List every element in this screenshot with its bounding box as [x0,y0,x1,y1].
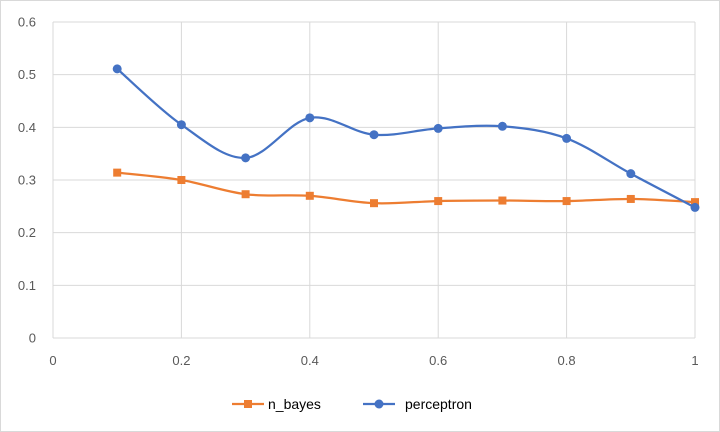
data-point-n-bayes [305,191,314,200]
legend-marker-n-bayes [244,400,252,408]
data-point-n-bayes [113,168,122,177]
data-point-perceptron [690,202,700,212]
data-point-perceptron [562,133,572,143]
x-tick-label: 1 [691,353,698,368]
series-line-perceptron [116,67,697,209]
y-tick-label: 0 [29,331,36,346]
x-tick-label: 0.8 [558,353,576,368]
data-point-n-bayes [691,198,699,207]
legend-item-perceptron: perceptron [363,396,472,412]
legend: n_bayes perceptron [232,396,472,412]
data-point-perceptron [433,123,443,133]
y-axis-tick-labels: 0 0.1 0.2 0.3 0.4 0.5 0.6 [18,15,36,346]
legend-marker-perceptron [374,399,384,409]
data-point-perceptron [626,169,636,179]
data-point-n-bayes [241,190,250,199]
x-tick-label: 0.4 [301,353,319,368]
data-point-n-bayes [177,176,186,184]
y-tick-label: 0.1 [18,278,36,293]
legend-label-n-bayes: n_bayes [268,396,321,412]
y-tick-label: 0.4 [18,120,36,135]
x-tick-label: 0 [49,353,56,368]
grid-lines [53,21,696,338]
data-point-perceptron [369,130,379,140]
axis-lines [52,22,695,339]
legend-item-n-bayes: n_bayes [232,396,321,412]
data-point-n-bayes [626,194,635,203]
y-tick-label: 0.2 [18,225,36,240]
data-point-n-bayes [562,197,571,206]
x-tick-label: 0.6 [429,353,447,368]
data-point-perceptron [176,120,186,130]
data-point-perceptron [241,153,251,163]
data-point-perceptron [497,121,507,131]
x-axis-tick-labels: 0 0.2 0.4 0.6 0.8 1 [49,353,698,368]
legend-label-perceptron: perceptron [405,396,472,412]
data-point-perceptron [112,64,122,74]
y-tick-label: 0.3 [18,173,36,188]
data-point-n-bayes [370,199,378,208]
data-point-n-bayes [498,196,507,205]
data-point-n-bayes [434,197,443,206]
x-tick-label: 0.2 [172,353,190,368]
series-plot-area [112,64,700,212]
y-tick-label: 0.5 [18,67,36,82]
y-tick-label: 0.6 [18,15,36,30]
data-point-perceptron [305,113,315,123]
series-line-n-bayes [116,171,697,205]
